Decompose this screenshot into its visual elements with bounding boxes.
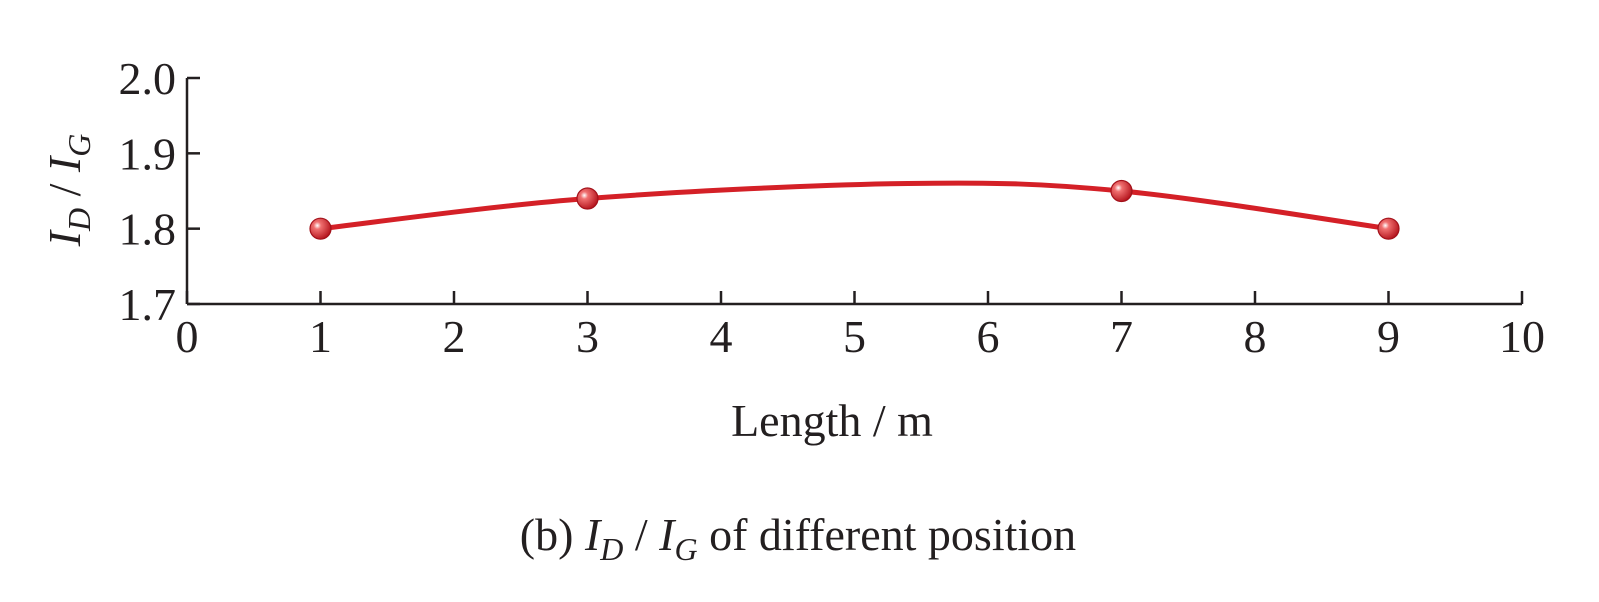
x-tick-label: 10 [1499, 311, 1545, 362]
x-tick-label: 4 [710, 311, 733, 362]
caption-prefix: (b) [520, 509, 585, 560]
caption-suffix: of different position [698, 509, 1077, 560]
y-tick-label: 2.0 [119, 53, 177, 104]
y-axis-title-i2: I [39, 154, 90, 173]
y-axis-title-sub1: D [61, 208, 97, 232]
caption-sub2: G [674, 531, 697, 567]
x-tick-label: 8 [1244, 311, 1267, 362]
y-axis-title-i1: I [39, 228, 90, 247]
data-markers [309, 179, 1400, 240]
data-point-marker [1377, 217, 1400, 240]
caption-i2: I [658, 509, 677, 560]
data-point-marker [309, 217, 332, 240]
x-axis-title: Length / m [731, 395, 933, 446]
x-tick-label: 5 [843, 311, 866, 362]
series-curves [318, 180, 1391, 232]
y-tick-label: 1.8 [119, 204, 177, 255]
x-tick-label: 6 [977, 311, 1000, 362]
x-tick-label: 9 [1377, 311, 1400, 362]
y-axis-title-sep: / [39, 172, 90, 208]
x-tick-label: 0 [176, 311, 199, 362]
x-tick-label: 2 [443, 311, 466, 362]
series-line [318, 180, 1391, 232]
data-point-marker [1110, 179, 1133, 203]
x-tick-label: 1 [309, 311, 332, 362]
data-point-marker [576, 187, 599, 210]
y-axis-title: ID / IG [39, 134, 97, 248]
caption-sub1: D [599, 531, 623, 567]
x-tick-label: 3 [576, 311, 599, 362]
caption-sep: / [623, 509, 659, 560]
y-tick-label: 1.9 [119, 128, 177, 179]
caption-i1: I [584, 509, 603, 560]
axes: 0 1 2 3 4 5 6 7 8 9 10 1.7 1.8 1.9 2.0 [119, 53, 1546, 362]
x-tick-label: 7 [1110, 311, 1133, 362]
y-axis-title-sub2: G [61, 134, 97, 157]
figure-caption: (b) ID / IG of different position [520, 509, 1076, 567]
y-tick-label: 1.7 [119, 279, 177, 330]
